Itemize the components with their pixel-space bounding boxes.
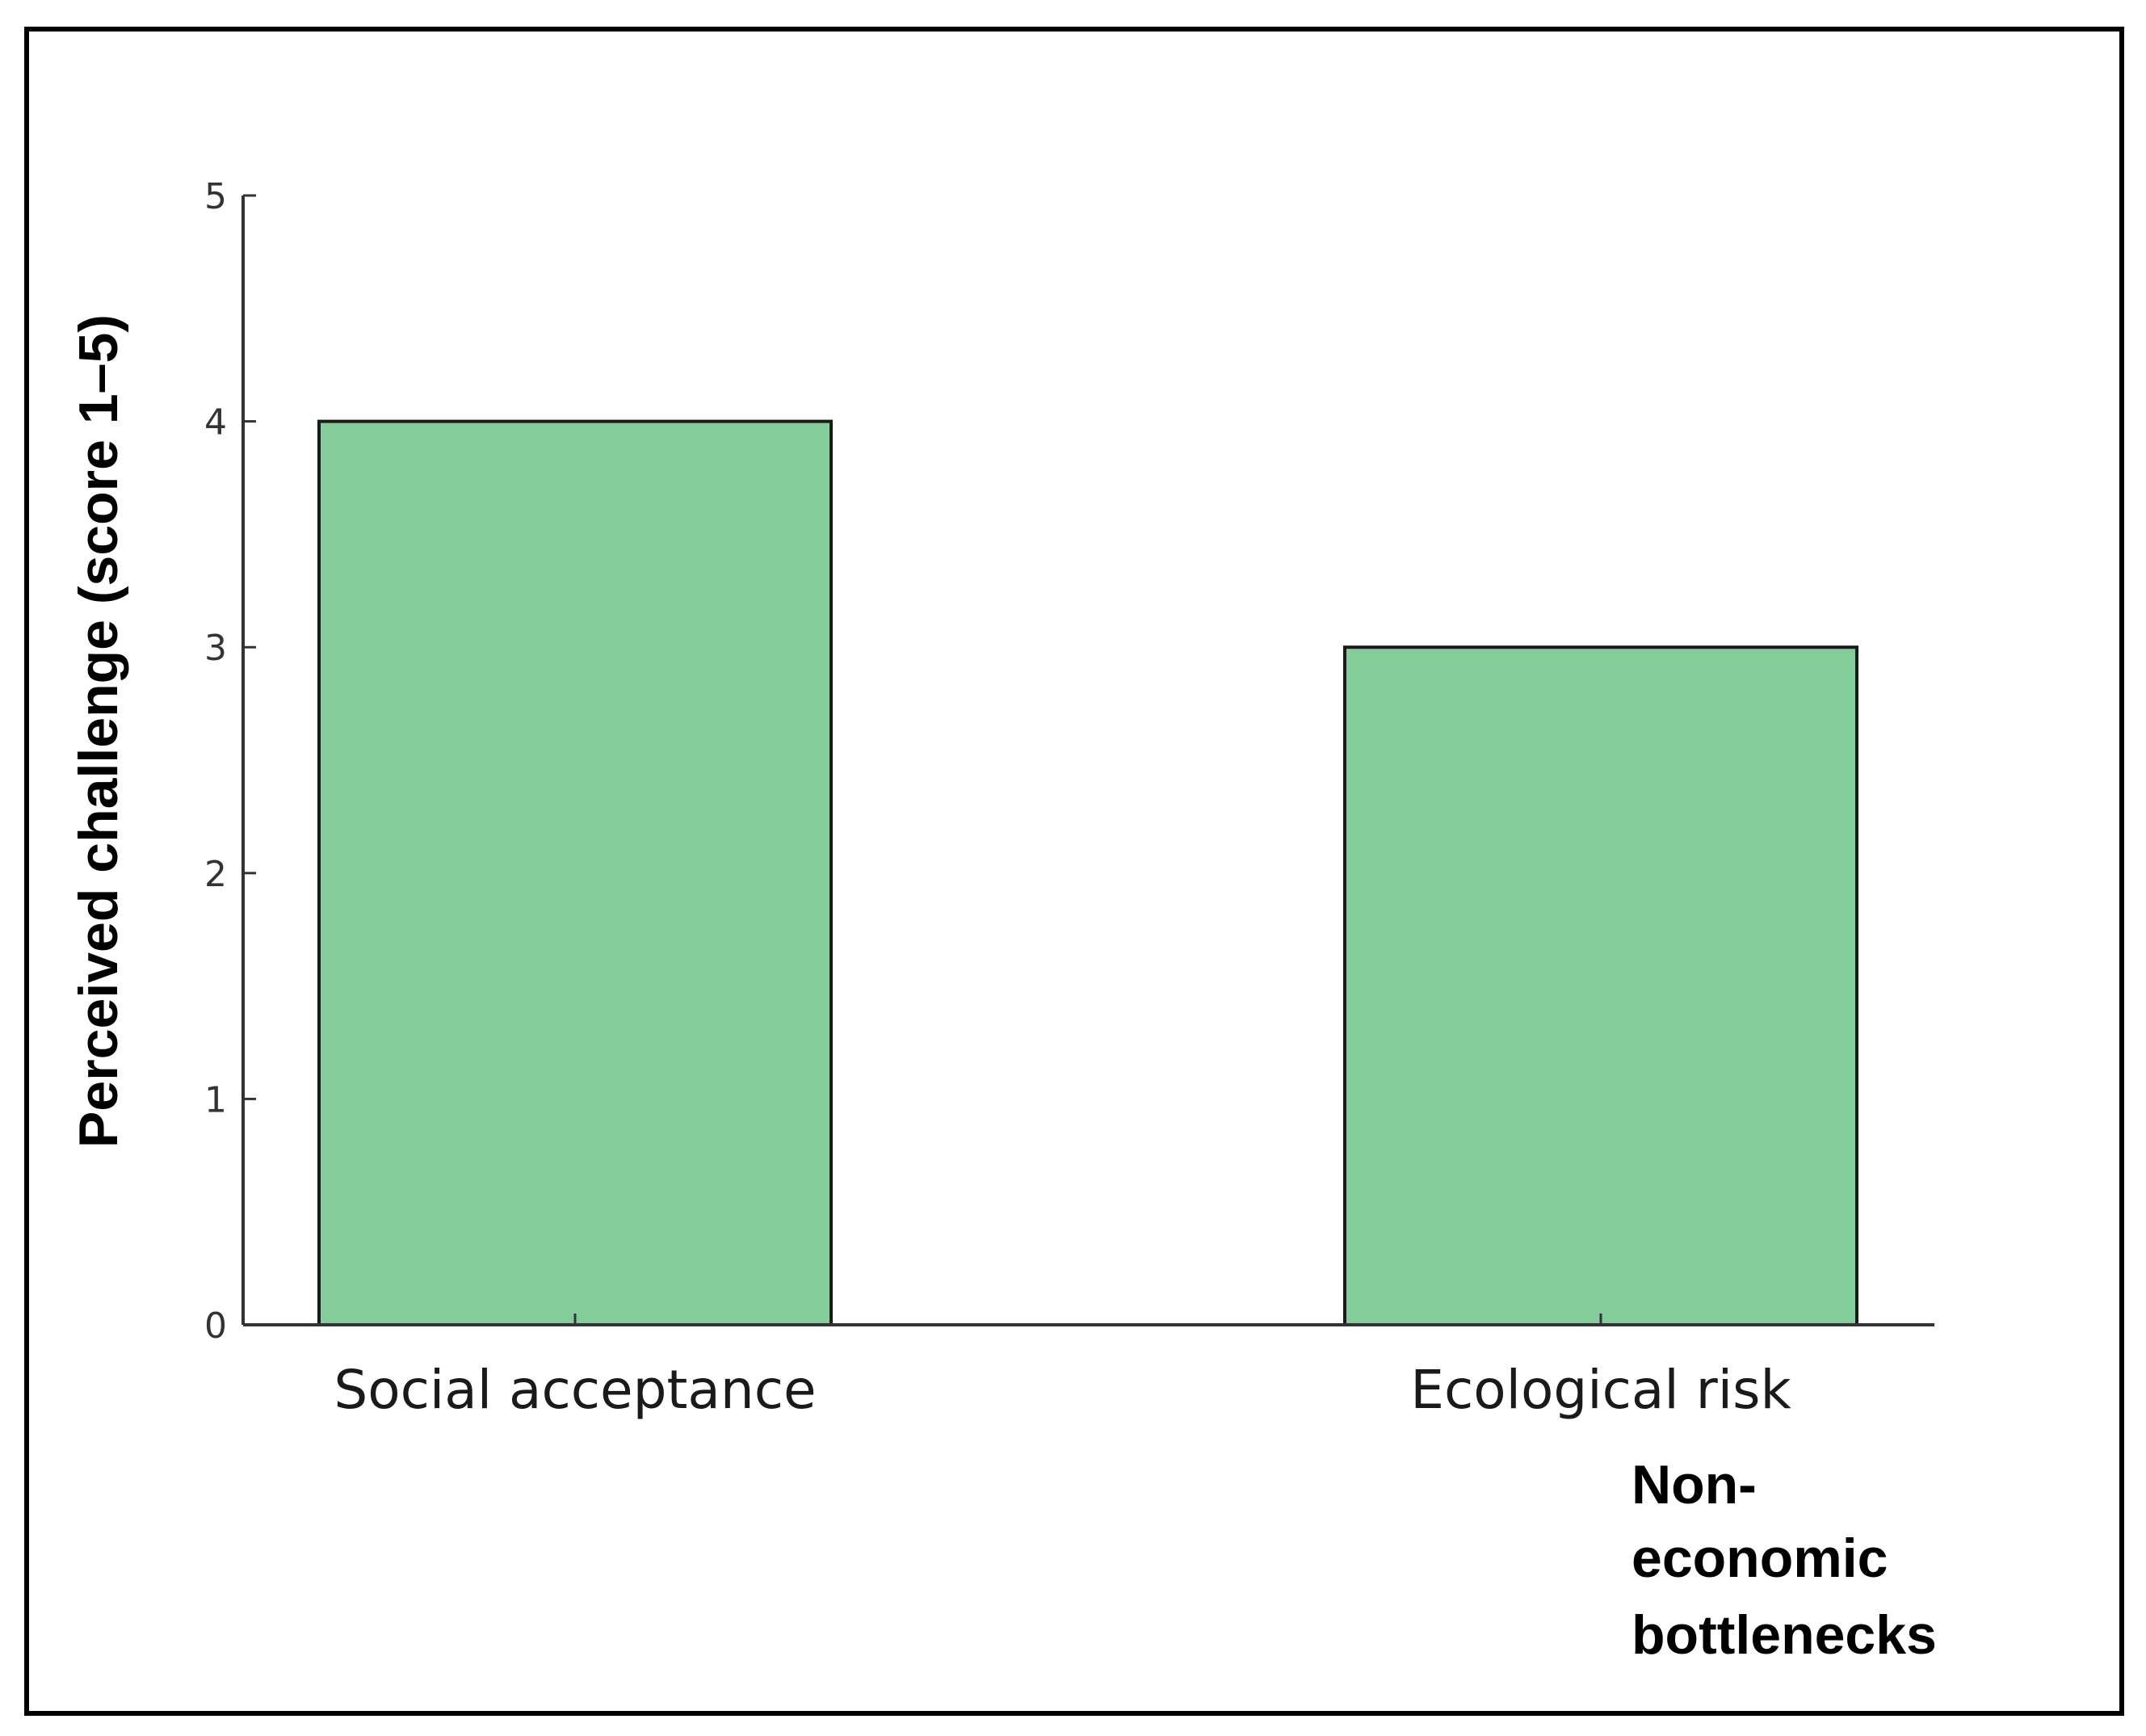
x-axis-title-line-2: economic bbox=[1632, 1528, 1888, 1589]
bars-layer bbox=[317, 419, 1858, 1326]
y-tick-label: 0 bbox=[204, 1305, 227, 1347]
bar-ecological-risk bbox=[1343, 645, 1858, 1326]
bar-social-acceptance bbox=[317, 419, 833, 1326]
x-ticks: Social acceptance Ecological risk bbox=[334, 1314, 1791, 1421]
y-tick-label: 4 bbox=[204, 402, 227, 443]
y-ticks: 0 1 2 3 4 5 bbox=[204, 176, 256, 1347]
x-tick-label: Social acceptance bbox=[334, 1359, 816, 1421]
y-axis-title: Perceived challenge (score 1–5) bbox=[68, 314, 129, 1148]
y-tick-label: 5 bbox=[204, 176, 227, 217]
x-axis-title-line-3: bottlenecks bbox=[1632, 1604, 1937, 1666]
y-tick-label: 2 bbox=[204, 854, 227, 895]
x-tick-label: Ecological risk bbox=[1410, 1359, 1791, 1421]
x-axis-title: Non- economic bottlenecks bbox=[1632, 1454, 1937, 1666]
y-tick-label: 3 bbox=[204, 628, 227, 669]
x-axis-title-line-1: Non- bbox=[1632, 1454, 1757, 1515]
y-tick-label: 1 bbox=[204, 1079, 227, 1120]
